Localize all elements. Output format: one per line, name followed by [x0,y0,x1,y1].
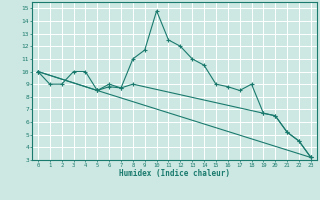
X-axis label: Humidex (Indice chaleur): Humidex (Indice chaleur) [119,169,230,178]
